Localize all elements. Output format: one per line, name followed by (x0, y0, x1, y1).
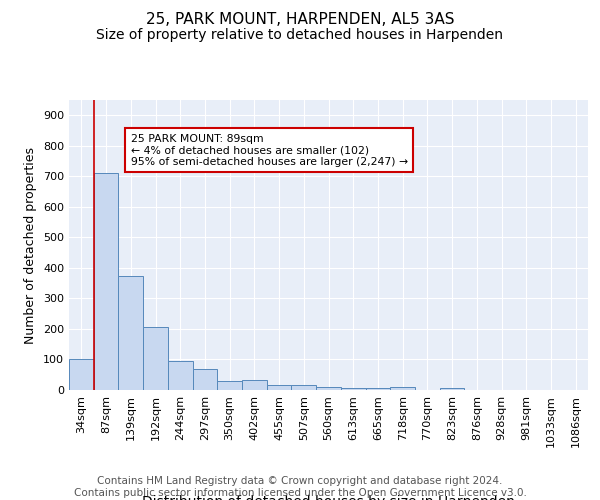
Bar (168, 361, 193, 390)
X-axis label: Distribution of detached houses by size in Harpenden: Distribution of detached houses by size … (142, 496, 515, 500)
Bar (118, 276, 143, 390)
Text: 25 PARK MOUNT: 89sqm
← 4% of detached houses are smaller (102)
95% of semi-detac: 25 PARK MOUNT: 89sqm ← 4% of detached ho… (131, 134, 408, 167)
Bar (365, 388, 390, 390)
Bar (292, 384, 316, 390)
Bar (193, 368, 217, 390)
Bar (242, 380, 267, 390)
Bar (316, 387, 341, 390)
Bar (69, 359, 94, 390)
Y-axis label: Number of detached properties: Number of detached properties (25, 146, 37, 344)
Text: 25, PARK MOUNT, HARPENDEN, AL5 3AS: 25, PARK MOUNT, HARPENDEN, AL5 3AS (146, 12, 454, 28)
Text: Contains HM Land Registry data © Crown copyright and database right 2024.
Contai: Contains HM Land Registry data © Crown c… (74, 476, 526, 498)
Bar (341, 388, 365, 390)
Bar (440, 388, 464, 390)
Text: Size of property relative to detached houses in Harpenden: Size of property relative to detached ho… (97, 28, 503, 42)
Bar (390, 387, 415, 390)
Bar (143, 328, 168, 390)
Bar (94, 173, 118, 390)
Bar (217, 382, 242, 390)
Bar (267, 384, 292, 390)
